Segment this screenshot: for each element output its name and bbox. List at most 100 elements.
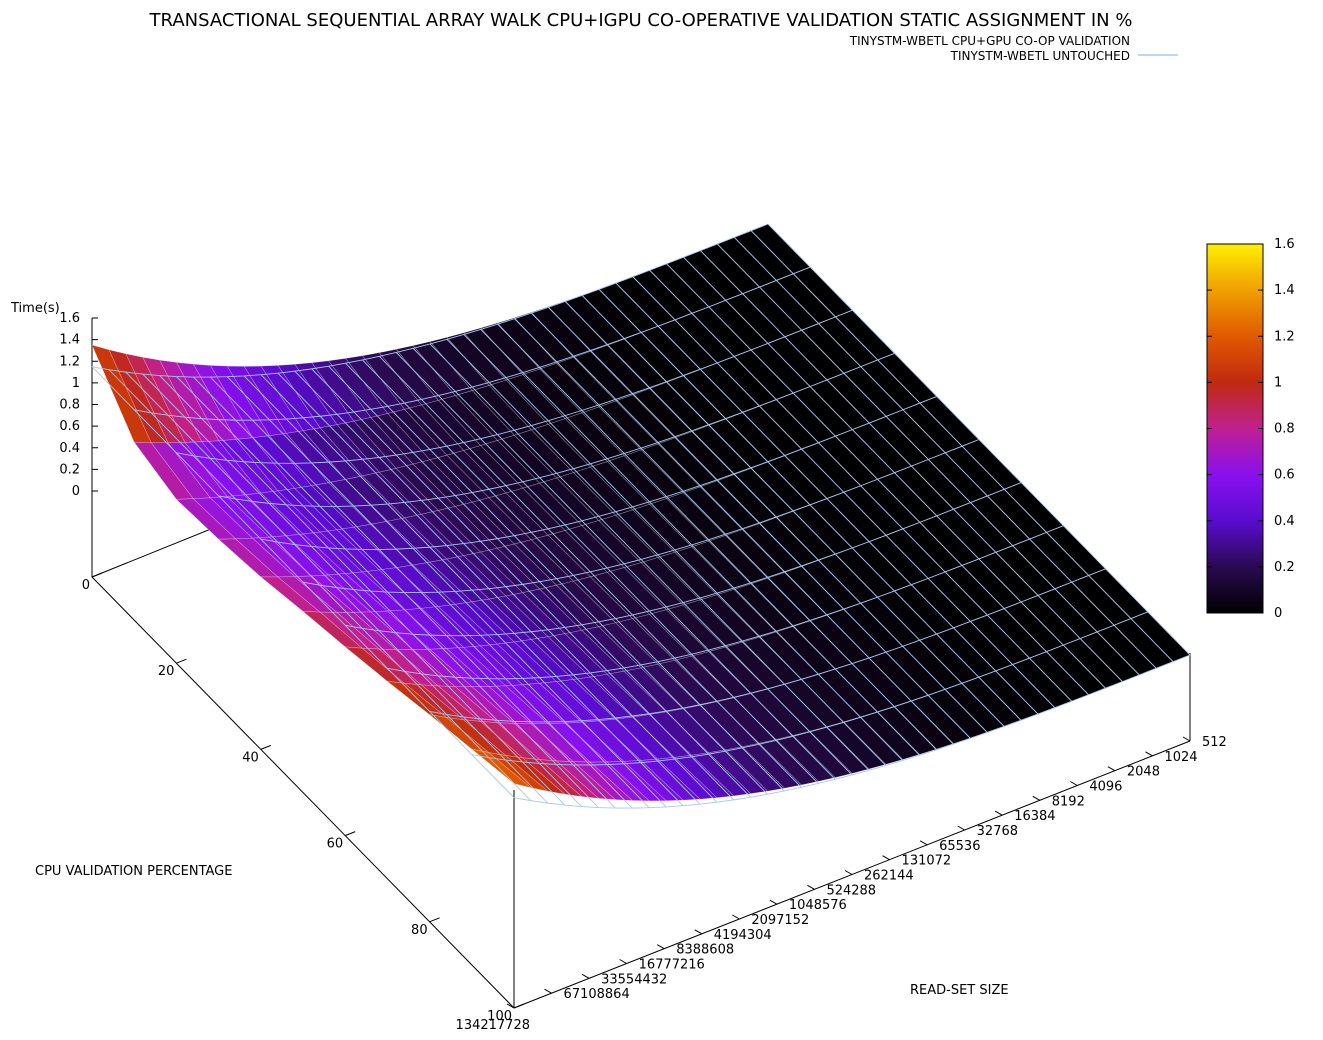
y-tick-mark [844,870,853,875]
z-tick-label: 0.2 [59,462,80,477]
y-tick-mark [807,884,815,890]
y-tick-mark [619,959,627,964]
surface-quad [690,752,752,797]
x-tick-mark [260,744,271,750]
colorbar-tick-label: 0.2 [1274,560,1295,575]
x-tick-mark [91,572,103,578]
untouched-mesh-line [302,439,980,594]
surface-quad [640,758,701,801]
y-tick-mark [994,810,1003,816]
legend: TINYSTM-WBETL CPU+GPU CO-OP VALIDATION T… [849,34,1178,63]
z-axis-label: Time(s) [10,301,60,316]
untouched-mesh-line [345,482,1022,637]
z-tick-label: 0.8 [59,398,80,413]
z-tick-label: 1 [72,376,80,391]
surface-quad [673,754,735,799]
y-tick-label: 16384 [1014,809,1055,824]
untouched-mesh-line [134,266,811,421]
x-axis-ticks: 0 20 40 60 80 100 [82,572,525,1024]
surface-quad [724,746,786,792]
x-tick-mark [513,1003,525,1009]
z-tick-label: 0.6 [59,419,80,434]
y-tick-label: 524288 [826,883,876,898]
x-tick-label: 20 [158,664,175,679]
y-tick-label: 131072 [902,854,952,869]
y-tick-mark [882,855,890,861]
y-tick-label: 8388608 [676,943,734,958]
x-tick-label: 40 [242,750,259,765]
untouched-mesh-line [260,395,937,550]
z-tick-label: 1.6 [59,311,80,326]
y-tick-label: 16777216 [639,958,705,973]
colorbar-tick-label: 0.4 [1274,514,1295,529]
x-tick-mark [429,917,440,923]
x-tick-label: 60 [327,837,344,852]
surface-quad [809,726,870,774]
legend-entry-coop: TINYSTM-WBETL CPU+GPU CO-OP VALIDATION [849,34,1130,48]
y-tick-mark [1070,781,1078,786]
surface-mesh [91,223,1191,809]
y-tick-mark [1032,795,1041,801]
y-tick-mark [581,973,590,979]
chart-title: TRANSACTIONAL SEQUENTIAL ARRAY WALK CPU+… [149,10,1133,31]
x-axis-line [91,576,515,1009]
x-axis-label: CPU VALIDATION PERCENTAGE [35,864,232,879]
y-tick-mark [732,914,740,920]
y-tick-mark [957,825,965,831]
colorbar: 1.6 1.4 1.2 1 0.8 0.6 0.4 0.2 0 [1206,237,1295,621]
y-tick-label: 1048576 [789,898,847,913]
y-tick-label: 4096 [1089,780,1122,795]
y-tick-mark [656,944,665,950]
x-tick-mark [176,658,187,664]
untouched-mesh-line [429,568,1106,723]
untouched-mesh-line [471,611,1148,766]
y-tick-mark [769,899,778,905]
y-tick-label: 8192 [1052,794,1085,809]
z-tick-label: 0.4 [59,441,80,456]
colorbar-tick-label: 0.6 [1274,468,1295,483]
x-tick-label: 0 [82,578,90,593]
colorbar-tick-label: 1.6 [1274,237,1295,252]
surface-quad [657,757,718,800]
y-axis-ticks: 512 1024 2048 4096 8192163843276865536131072… [456,735,1227,1033]
legend-entry-untouched: TINYSTM-WBETL UNTOUCHED [950,49,1130,63]
y-tick-label: 67108864 [564,987,630,1002]
y-tick-label: 512 [1202,735,1227,750]
y-tick-label: 2097152 [751,913,809,928]
untouched-mesh-line [387,525,1064,680]
untouched-mesh-line [176,309,853,464]
x-tick-mark [345,831,356,837]
surface-quad [572,761,634,801]
y-tick-mark [506,1003,515,1009]
colorbar-tick-label: 0.8 [1274,422,1295,437]
y-tick-label: 134217728 [456,1018,530,1033]
surface-quad [555,760,617,801]
colorbar-tick-label: 1.2 [1274,329,1295,344]
y-tick-mark [919,840,928,846]
y-tick-label: 32768 [977,824,1018,839]
untouched-mesh-line [218,352,895,507]
y-tick-mark [544,988,552,994]
y-tick-label: 33554432 [601,972,667,987]
z-tick-label: 1.2 [59,354,80,369]
y-tick-mark [694,929,703,935]
y-tick-mark [1107,766,1116,772]
surface-quad [606,761,667,802]
colorbar-tick-label: 1 [1274,375,1282,390]
untouched-mesh-line [513,654,1191,809]
y-tick-label: 1024 [1164,750,1197,765]
y-tick-mark [1145,751,1153,757]
z-tick-label: 0 [72,484,80,499]
colorbar-tick-label: 0 [1274,606,1282,621]
untouched-mesh-line [91,223,769,378]
y-tick-mark [1182,736,1191,742]
colorbar-tick-label: 1.4 [1274,283,1295,298]
x-tick-label: 100 [487,1009,512,1024]
y-tick-label: 65536 [939,839,980,854]
z-axis-ticks: 1.6 1.4 1.2 1 0.8 0.6 0.4 0.2 0 [59,311,98,499]
y-tick-label: 4194304 [714,928,772,943]
y-tick-label: 262144 [864,869,914,884]
x-tick-label: 80 [411,923,428,938]
colorbar-gradient [1206,243,1264,614]
